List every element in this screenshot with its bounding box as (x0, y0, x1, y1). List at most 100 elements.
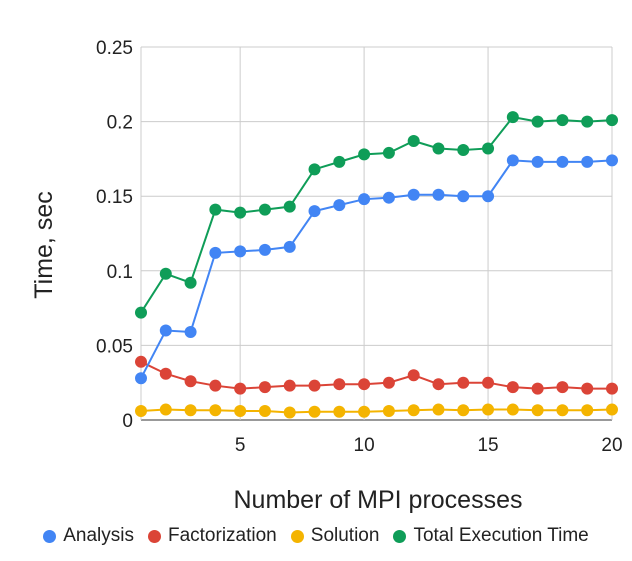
data-point-total-execution-time (209, 203, 222, 216)
data-point-total-execution-time (457, 143, 470, 156)
data-point-analysis (506, 154, 519, 167)
legend-label: Analysis (63, 525, 134, 546)
data-point-total-execution-time (283, 200, 296, 213)
legend-label: Total Execution Time (413, 525, 589, 546)
series-layer (135, 111, 618, 419)
series-solution (135, 403, 618, 419)
data-point-factorization (556, 381, 569, 394)
data-point-factorization (209, 379, 222, 392)
data-point-solution (308, 405, 321, 418)
data-point-total-execution-time (184, 276, 197, 289)
x-tick-label: 20 (601, 435, 622, 456)
data-point-total-execution-time (531, 115, 544, 128)
y-tick-label: 0 (122, 411, 133, 432)
data-point-solution (531, 404, 544, 417)
legend-marker (147, 529, 161, 543)
data-point-solution (606, 403, 618, 416)
y-tick-label: 0.1 (107, 262, 133, 283)
y-tick-label: 0.15 (96, 187, 133, 208)
data-point-factorization (382, 376, 395, 389)
data-point-factorization (135, 355, 147, 368)
data-point-analysis (209, 246, 222, 259)
data-point-solution (283, 406, 296, 419)
data-point-solution (432, 403, 445, 416)
data-point-solution (358, 405, 371, 418)
data-point-factorization (159, 367, 172, 380)
data-point-analysis (581, 155, 594, 168)
data-point-analysis (432, 188, 445, 201)
series-analysis (135, 154, 618, 385)
data-point-total-execution-time (308, 163, 321, 176)
data-point-solution (258, 405, 271, 418)
data-point-analysis (457, 190, 470, 203)
x-tick-label: 5 (235, 435, 246, 456)
data-point-total-execution-time (333, 155, 346, 168)
data-point-factorization (606, 382, 618, 395)
data-point-solution (556, 404, 569, 417)
data-point-analysis (556, 155, 569, 168)
legend-item-solution: Solution (290, 525, 380, 547)
data-point-factorization (358, 378, 371, 391)
legend-item-analysis: Analysis (43, 525, 134, 547)
legend-marker (290, 529, 304, 543)
y-tick-label: 0.25 (96, 38, 133, 59)
data-point-solution (209, 404, 222, 417)
legend-label: Solution (310, 525, 380, 546)
data-point-solution (135, 405, 147, 418)
data-point-analysis (482, 190, 495, 203)
data-point-factorization (531, 382, 544, 395)
data-point-analysis (184, 325, 197, 338)
data-point-analysis (135, 372, 147, 385)
x-axis-ticks: 5 10 15 20 (235, 435, 623, 456)
data-point-analysis (234, 245, 247, 258)
data-point-analysis (531, 155, 544, 168)
data-point-total-execution-time (159, 267, 172, 280)
data-point-solution (234, 405, 247, 418)
data-point-factorization (308, 379, 321, 392)
y-axis-label: Time, sec (30, 191, 58, 298)
data-point-total-execution-time (407, 134, 420, 147)
data-point-solution (333, 405, 346, 418)
data-point-solution (482, 403, 495, 416)
data-point-analysis (283, 240, 296, 253)
legend: Analysis Factorization Solution Total Execu… (0, 521, 632, 551)
data-point-solution (184, 404, 197, 417)
x-tick-label: 10 (354, 435, 375, 456)
data-point-total-execution-time (581, 115, 594, 128)
data-point-factorization (283, 379, 296, 392)
data-point-total-execution-time (482, 142, 495, 155)
x-axis-label: Number of MPI processes (234, 486, 523, 514)
data-point-analysis (382, 191, 395, 204)
data-point-factorization (581, 382, 594, 395)
data-point-solution (581, 404, 594, 417)
data-point-total-execution-time (382, 146, 395, 159)
data-point-solution (382, 405, 395, 418)
data-point-factorization (407, 369, 420, 382)
data-point-factorization (506, 381, 519, 394)
data-point-analysis (606, 154, 618, 167)
data-point-analysis (407, 188, 420, 201)
data-point-factorization (258, 381, 271, 394)
legend-item-factorization: Factorization (147, 525, 277, 547)
data-point-solution (506, 403, 519, 416)
series-factorization (135, 355, 618, 395)
data-point-factorization (457, 376, 470, 389)
data-point-total-execution-time (358, 148, 371, 161)
data-point-factorization (184, 375, 197, 388)
data-point-total-execution-time (135, 306, 147, 319)
data-point-solution (159, 403, 172, 416)
y-axis-ticks: 0 0.05 0.1 0.15 0.2 0.25 (96, 38, 133, 432)
data-point-total-execution-time (506, 111, 519, 124)
legend-marker (393, 529, 407, 543)
line-chart: 0 0.05 0.1 0.15 0.2 0.25 5 10 15 20 Time, sec Nu… (30, 38, 623, 514)
data-point-factorization (482, 376, 495, 389)
data-point-analysis (258, 243, 271, 256)
data-point-analysis (308, 205, 321, 218)
data-point-factorization (234, 382, 247, 395)
legend-item-total-execution-time: Total Execution Time (393, 525, 589, 547)
data-point-total-execution-time (606, 114, 618, 127)
x-tick-label: 15 (477, 435, 498, 456)
data-point-analysis (159, 324, 172, 337)
data-point-analysis (333, 199, 346, 212)
legend-label: Factorization (167, 525, 277, 546)
